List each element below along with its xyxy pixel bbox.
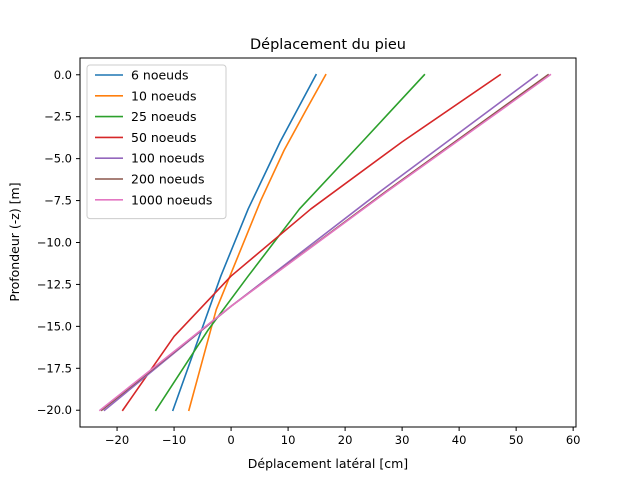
series-layer <box>98 73 552 412</box>
series-line-25-noeuds <box>154 73 426 412</box>
x-axis-label: Déplacement latéral [cm] <box>248 456 408 471</box>
legend-label: 50 noeuds <box>131 130 197 145</box>
y-tick-label: −2.5 <box>44 110 72 124</box>
x-tick-label: 50 <box>509 433 524 447</box>
legend: 6 noeuds 10 noeuds 25 noeuds 50 noeuds 100 n… <box>86 64 227 220</box>
series-line-50-noeuds <box>121 73 502 412</box>
legend-label: 25 noeuds <box>131 109 197 124</box>
x-tick-label: 20 <box>338 433 353 447</box>
y-tick-label: −12.5 <box>37 277 72 291</box>
legend-label: 6 noeuds <box>131 68 189 83</box>
y-axis: 0.0 −2.5 −5.0 −7.5 −10.0 −12.5 −15.0 −17.5 −20.0 <box>37 68 80 417</box>
legend-box <box>86 64 227 220</box>
x-tick-label: 40 <box>452 433 467 447</box>
chart-title: Déplacement du pieu <box>250 37 406 53</box>
x-axis: −20 −10 0 10 20 30 40 50 60 <box>105 427 581 447</box>
x-tick-label: 0 <box>227 433 234 447</box>
y-tick-label: 0.0 <box>54 68 72 82</box>
y-tick-label: −10.0 <box>37 236 72 250</box>
y-tick-label: −15.0 <box>37 319 72 333</box>
series-line-10-noeuds <box>187 73 327 412</box>
y-tick-label: −20.0 <box>37 403 72 417</box>
legend-label: 1000 noeuds <box>131 192 212 207</box>
y-tick-label: −7.5 <box>44 194 72 208</box>
y-axis-label: Profondeur (-z) [m] <box>7 182 22 301</box>
x-tick-label: 30 <box>395 433 410 447</box>
series-line-1000-noeuds <box>98 73 552 412</box>
legend-label: 10 noeuds <box>131 88 197 103</box>
y-tick-label: −5.0 <box>44 152 72 166</box>
x-tick-label: 60 <box>566 433 581 447</box>
legend-label: 200 noeuds <box>131 172 204 187</box>
x-tick-label: −10 <box>162 433 186 447</box>
series-line-100-noeuds <box>103 73 539 412</box>
y-tick-label: −17.5 <box>37 361 72 375</box>
x-tick-label: 10 <box>281 433 296 447</box>
legend-label: 100 noeuds <box>131 151 204 166</box>
x-tick-label: −20 <box>105 433 129 447</box>
